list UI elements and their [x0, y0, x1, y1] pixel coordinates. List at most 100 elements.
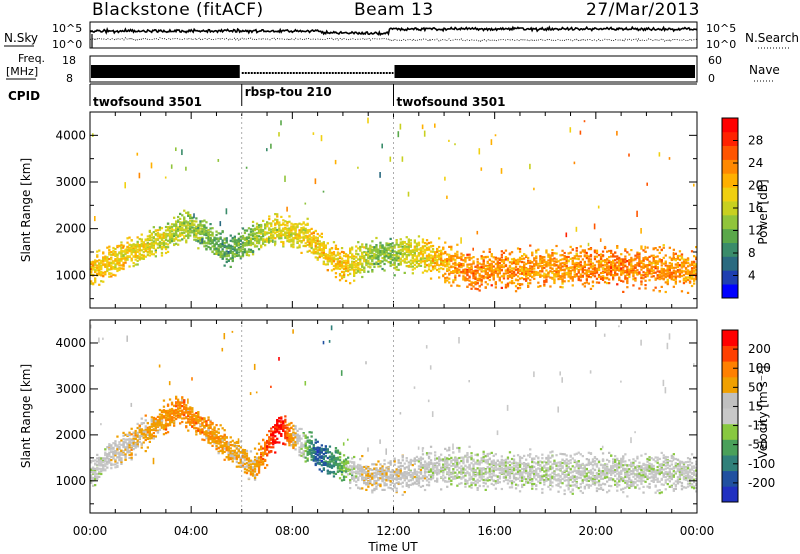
echo-cell	[450, 258, 453, 261]
echo-cell	[314, 248, 317, 251]
echo-cell	[211, 234, 214, 237]
echo-cell	[462, 276, 465, 279]
echo-cell	[512, 267, 516, 270]
echo-cell	[555, 244, 558, 248]
echo-cell	[160, 248, 164, 251]
echo-cell	[239, 235, 242, 238]
echo-cell	[221, 248, 224, 251]
echo-cell	[185, 234, 188, 237]
echo-cell	[361, 245, 364, 248]
echo-cell	[646, 264, 649, 267]
echo-cell	[553, 260, 556, 263]
echo-cell	[601, 271, 605, 274]
echo-cell	[674, 282, 677, 285]
echo-cell	[249, 250, 253, 253]
echo-cell	[690, 269, 694, 272]
echo-cell	[438, 245, 441, 249]
scatter-cell	[357, 166, 359, 169]
echo-cell	[668, 271, 671, 274]
echo-cell	[472, 262, 475, 265]
echo-cell	[608, 282, 611, 285]
echo-cell	[100, 462, 103, 465]
echo-cell	[334, 244, 338, 247]
echo-cell	[660, 285, 663, 288]
echo-cell	[150, 437, 153, 440]
echo-cell	[563, 265, 566, 268]
echo-cell	[128, 441, 131, 445]
echo-cell	[518, 248, 522, 251]
echo-cell	[138, 237, 141, 241]
echo-cell	[478, 285, 481, 288]
echo-cell	[150, 242, 153, 245]
echo-cell	[423, 242, 427, 245]
echo-cell	[324, 257, 327, 260]
echo-cell	[118, 447, 121, 450]
echo-cell	[421, 260, 425, 263]
echo-cell	[630, 256, 633, 259]
echo-cell	[444, 258, 447, 261]
echo-cell	[322, 249, 325, 253]
scatter-cell	[201, 238, 203, 244]
echo-cell	[296, 234, 299, 237]
echo-cell	[581, 283, 584, 286]
echo-cell	[94, 469, 97, 472]
scatter-cell	[164, 176, 167, 179]
echo-cell	[494, 281, 497, 284]
echo-cell	[249, 242, 253, 245]
echo-cell	[134, 437, 137, 440]
echo-cell	[203, 219, 206, 222]
echo-cell	[130, 248, 133, 251]
echo-cell	[108, 252, 111, 255]
echo-cell	[579, 279, 582, 282]
echo-cell	[312, 250, 315, 253]
echo-cell	[260, 236, 263, 239]
echo-cell	[233, 247, 236, 250]
echo-cell	[531, 268, 534, 271]
echo-cell	[181, 228, 184, 231]
echo-cell	[152, 226, 155, 229]
echo-cell	[389, 237, 392, 240]
scatter-cell	[270, 143, 272, 149]
echo-cell	[122, 450, 125, 453]
echo-cell	[205, 234, 208, 237]
echo-cell	[555, 252, 558, 255]
echo-cell	[500, 264, 503, 267]
echo-cell	[397, 259, 400, 262]
echo-cell	[571, 284, 574, 287]
echo-cell	[264, 227, 267, 230]
echo-cell	[316, 258, 319, 261]
echo-cell	[168, 229, 172, 233]
echo-cell	[136, 259, 139, 262]
echo-cell	[452, 281, 455, 284]
echo-cell	[648, 269, 651, 272]
echo-cell	[662, 277, 665, 280]
echo-cell	[268, 215, 271, 218]
echo-cell	[334, 263, 338, 266]
echo-cell	[444, 277, 447, 280]
echo-cell	[209, 239, 212, 242]
echo-cell	[488, 278, 491, 282]
echo-cell	[225, 239, 228, 242]
echo-cell	[217, 232, 220, 235]
echo-cell	[272, 237, 275, 240]
echo-cell	[664, 290, 667, 294]
echo-cell	[405, 265, 408, 268]
echo-cell	[464, 272, 467, 275]
echo-cell	[527, 277, 530, 280]
echo-cell	[557, 271, 560, 274]
echo-cell	[488, 250, 491, 253]
echo-cell	[243, 229, 247, 232]
echo-cell	[96, 468, 99, 471]
echo-cell	[541, 265, 544, 268]
echo-cell	[142, 436, 145, 439]
scatter-cell	[168, 381, 171, 386]
echo-cell	[672, 269, 675, 272]
echo-cell	[583, 251, 586, 254]
echo-cell	[312, 239, 315, 242]
echo-cell	[253, 233, 257, 236]
echo-cell	[674, 252, 677, 255]
scatter-cell	[434, 123, 436, 128]
echo-cell	[144, 425, 147, 428]
echo-cell	[591, 280, 595, 283]
echo-cell	[187, 233, 190, 236]
